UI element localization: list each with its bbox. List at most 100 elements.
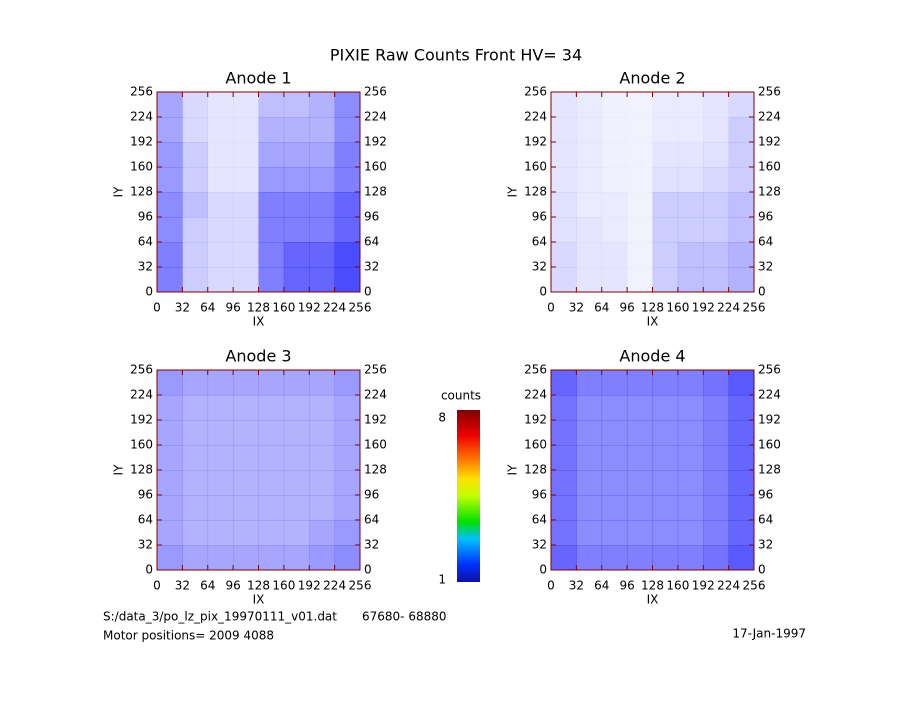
heat-cell	[576, 545, 603, 571]
y2-tick-label: 224	[758, 110, 781, 124]
heat-cell	[703, 495, 729, 521]
heat-cell	[551, 370, 577, 396]
y-tick-label: 96	[138, 488, 153, 502]
heat-cell	[652, 470, 679, 496]
heat-cell	[576, 445, 603, 471]
heat-cell	[309, 545, 335, 571]
heat-cell	[283, 445, 310, 471]
x-tick-label: 160	[272, 579, 295, 593]
y2-tick-label: 128	[758, 185, 781, 199]
heat-cell	[652, 395, 679, 421]
heat-cell	[334, 395, 361, 421]
x-axis-label: IX	[253, 593, 265, 607]
date: 17-Jan-1997	[732, 627, 806, 641]
heat-cell	[207, 545, 234, 571]
heat-cell	[677, 420, 704, 446]
heat-cell	[601, 267, 628, 293]
x-tick-label: 32	[569, 301, 584, 315]
heat-cell	[233, 395, 259, 421]
heat-cell	[309, 267, 335, 293]
heat-cell	[601, 92, 628, 118]
y2-tick-label: 32	[364, 260, 379, 274]
heat-cell	[157, 420, 183, 446]
y-axis-label: IY	[112, 464, 126, 476]
heat-cell	[207, 92, 234, 118]
x-tick-label: 64	[200, 301, 215, 315]
heat-cell	[652, 267, 679, 293]
heat-cell	[182, 92, 209, 118]
heat-cell	[258, 545, 285, 571]
heat-cell	[627, 242, 653, 268]
heat-cell	[703, 117, 729, 143]
heat-cell	[207, 420, 234, 446]
heat-cell	[182, 117, 209, 143]
motor-positions: Motor positions= 2009 4088	[103, 629, 274, 643]
heat-cell	[258, 117, 285, 143]
y-tick-label: 192	[524, 413, 547, 427]
heat-cell	[157, 267, 183, 293]
y2-tick-label: 96	[758, 210, 773, 224]
y-tick-label: 160	[524, 160, 547, 174]
heat-cell	[677, 520, 704, 546]
heat-cell	[233, 167, 259, 193]
y-tick-label: 224	[524, 388, 547, 402]
heat-cell	[551, 395, 577, 421]
heat-cell	[576, 117, 603, 143]
heat-cell	[601, 470, 628, 496]
y2-tick-label: 64	[758, 513, 773, 527]
heat-cell	[627, 420, 653, 446]
heat-cell	[233, 520, 259, 546]
heat-cell	[728, 117, 755, 143]
heat-cell	[157, 217, 183, 243]
heat-cell	[334, 420, 361, 446]
heat-cell	[677, 395, 704, 421]
heat-cell	[677, 192, 704, 218]
y2-tick-label: 32	[364, 538, 379, 552]
heat-cell	[258, 520, 285, 546]
heat-cell	[601, 242, 628, 268]
y-tick-label: 32	[138, 538, 153, 552]
heat-cell	[627, 117, 653, 143]
heat-cell	[677, 545, 704, 571]
y-tick-label: 224	[130, 388, 153, 402]
heat-cell	[309, 470, 335, 496]
heat-cell	[334, 92, 361, 118]
heat-cell	[157, 470, 183, 496]
heat-cell	[157, 167, 183, 193]
heat-cell	[601, 217, 628, 243]
heat-cell	[703, 267, 729, 293]
x-tick-label: 192	[298, 579, 321, 593]
heat-cell	[601, 445, 628, 471]
heat-cell	[182, 142, 209, 168]
y2-tick-label: 256	[364, 85, 387, 99]
heat-cell	[157, 545, 183, 571]
heat-cell	[157, 117, 183, 143]
x-tick-label: 128	[247, 579, 270, 593]
x-tick-label: 256	[349, 579, 372, 593]
heat-cell	[627, 370, 653, 396]
heat-cell	[601, 142, 628, 168]
y-axis-label: IY	[112, 186, 126, 198]
y2-tick-label: 64	[364, 513, 379, 527]
x-tick-label: 224	[717, 579, 740, 593]
x-tick-label: 160	[666, 301, 689, 315]
heat-cell	[258, 167, 285, 193]
heat-cell	[601, 495, 628, 521]
heat-cell	[728, 520, 755, 546]
heat-cell	[601, 370, 628, 396]
y-tick-label: 96	[138, 210, 153, 224]
y-tick-label: 0	[539, 563, 547, 577]
heat-cell	[182, 445, 209, 471]
x-tick-label: 64	[594, 301, 609, 315]
heat-cell	[207, 217, 234, 243]
y2-tick-label: 160	[364, 160, 387, 174]
heat-cell	[157, 495, 183, 521]
heat-cell	[703, 370, 729, 396]
heat-cell	[182, 192, 209, 218]
heat-cell	[576, 370, 603, 396]
heat-cell	[551, 167, 577, 193]
heat-cell	[677, 167, 704, 193]
heat-cell	[551, 520, 577, 546]
heat-cell	[309, 420, 335, 446]
panel-title: Anode 1	[225, 69, 291, 88]
